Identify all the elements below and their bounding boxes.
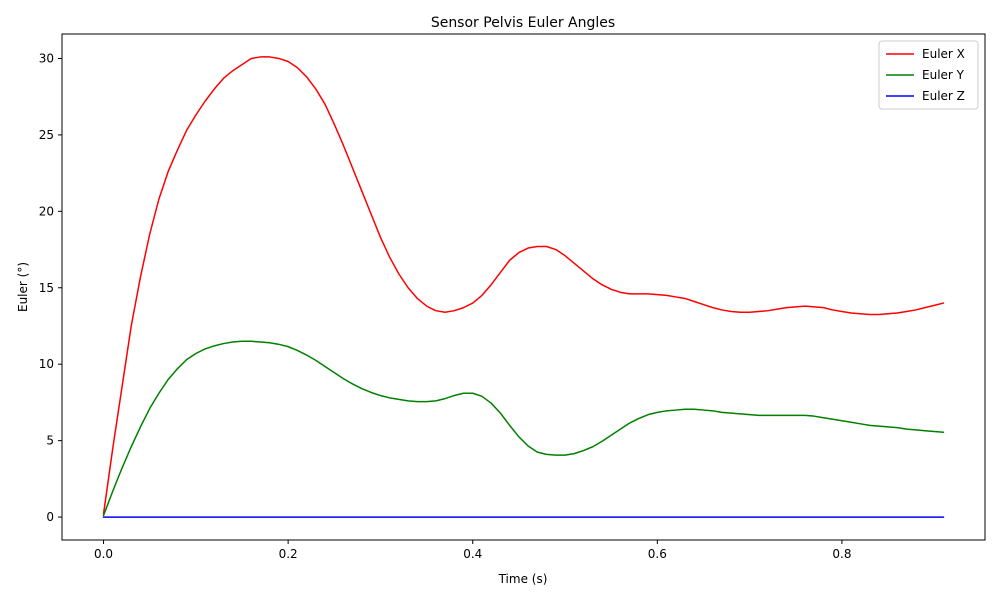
series-layer: [102, 56, 945, 518]
y-tick-label: 0: [46, 510, 54, 524]
x-axis-ticks: 0.0 0.2 0.4 0.6 0.8: [94, 540, 851, 561]
legend-label-euler-y: Euler Y: [922, 68, 965, 82]
y-axis-ticks: 0 5 10 15 20 25 30: [39, 51, 62, 524]
y-tick-label: 20: [39, 204, 54, 218]
legend-label-euler-z: Euler Z: [922, 89, 965, 103]
series-line-euler-y: [102, 340, 945, 517]
x-tick-label: 0.4: [463, 547, 482, 561]
y-tick-label: 15: [39, 281, 54, 295]
x-tick-label: 0.0: [94, 547, 113, 561]
y-tick-label: 25: [39, 128, 54, 142]
chart-title: Sensor Pelvis Euler Angles: [431, 15, 615, 31]
x-tick-label: 0.8: [832, 547, 851, 561]
legend-box: [878, 40, 979, 110]
y-tick-label: 10: [39, 357, 54, 371]
plot-area: [61, 33, 986, 541]
y-tick-label: 30: [39, 51, 54, 65]
x-tick-label: 0.2: [279, 547, 298, 561]
legend-label-euler-x: Euler X: [922, 47, 965, 61]
y-axis-label: Euler (°): [16, 262, 30, 312]
series-line-euler-x: [102, 56, 945, 515]
x-tick-label: 0.6: [648, 547, 667, 561]
legend: Euler X Euler Y Euler Z: [878, 40, 979, 110]
x-axis-label: Time (s): [498, 572, 548, 586]
y-tick-label: 5: [46, 434, 54, 448]
